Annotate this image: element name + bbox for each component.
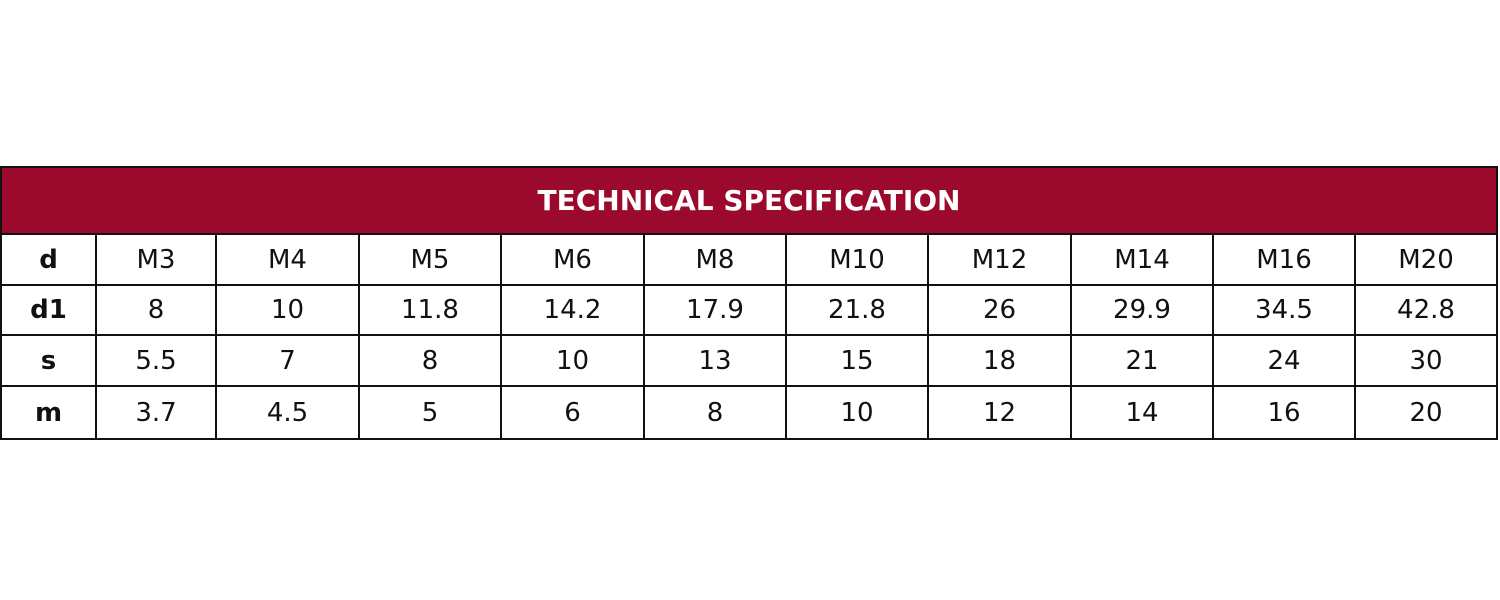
table-cell: 8 [95,284,217,336]
table-cell: 10 [785,385,929,440]
row-header: d1 [0,284,97,336]
table-cell: M3 [95,233,217,286]
table-cell: 10 [215,284,360,336]
table-cell: 5.5 [95,334,217,387]
table-cell: 3.7 [95,385,217,440]
table-cell: 34.5 [1212,284,1356,336]
table-cell: M14 [1070,233,1214,286]
table-cell: 13 [643,334,787,387]
table-title: TECHNICAL SPECIFICATION [0,166,1498,233]
table-cell: 11.8 [358,284,502,336]
table-cell: 7 [215,334,360,387]
table-cell: 8 [358,334,502,387]
table-cell: M12 [927,233,1072,286]
row-header: d [0,233,97,286]
table-cell: 20 [1354,385,1498,440]
table-cell: 17.9 [643,284,787,336]
table-cell: 26 [927,284,1072,336]
table-cell: 4.5 [215,385,360,440]
table-cell: M16 [1212,233,1356,286]
table-cell: 14.2 [500,284,645,336]
table-cell: 21.8 [785,284,929,336]
table-cell: 29.9 [1070,284,1214,336]
table-cell: M6 [500,233,645,286]
table-cell: 10 [500,334,645,387]
row-header: s [0,334,97,387]
table-cell: 42.8 [1354,284,1498,336]
table-cell: 30 [1354,334,1498,387]
table-cell: 18 [927,334,1072,387]
table-cell: 21 [1070,334,1214,387]
table-cell: 5 [358,385,502,440]
table-cell: M5 [358,233,502,286]
table-cell: 12 [927,385,1072,440]
table-cell: 24 [1212,334,1356,387]
table-cell: M20 [1354,233,1498,286]
table-cell: 14 [1070,385,1214,440]
table-cell: M10 [785,233,929,286]
table-cell: 16 [1212,385,1356,440]
table-cell: 6 [500,385,645,440]
table-cell: 8 [643,385,787,440]
table-cell: 15 [785,334,929,387]
table-cell: M8 [643,233,787,286]
row-header: m [0,385,97,440]
table-cell: M4 [215,233,360,286]
